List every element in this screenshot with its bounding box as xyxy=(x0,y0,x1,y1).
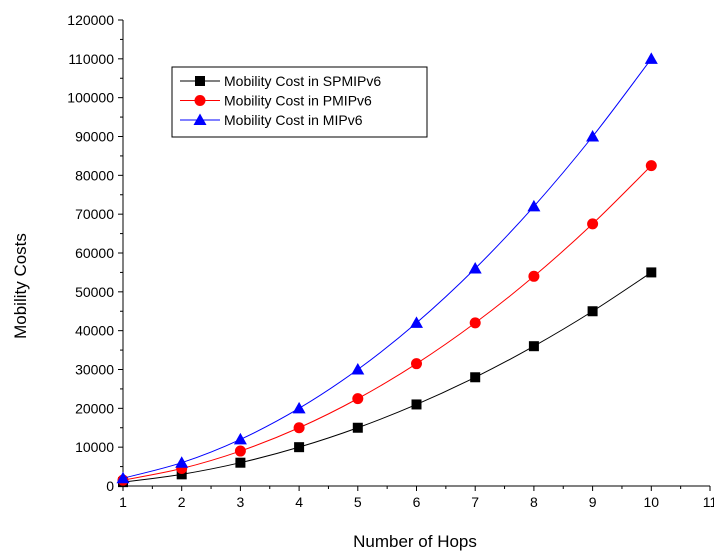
y-tick-label: 10000 xyxy=(75,439,114,455)
y-tick-label: 20000 xyxy=(75,400,114,416)
data-point xyxy=(528,341,539,352)
data-point xyxy=(644,52,658,64)
data-point xyxy=(351,363,365,375)
x-axis-label: Number of Hops xyxy=(353,532,477,551)
y-tick-label: 50000 xyxy=(75,284,114,300)
data-point xyxy=(235,457,246,468)
series-1 xyxy=(118,267,657,488)
y-tick-label: 110000 xyxy=(68,51,114,67)
data-point xyxy=(411,399,422,410)
data-point xyxy=(587,218,599,230)
legend-box xyxy=(171,66,428,138)
data-point xyxy=(293,422,305,434)
legend-label: Mobility Cost in SPMIPv6 xyxy=(224,73,381,89)
series-3 xyxy=(116,52,658,484)
x-tick-label: 3 xyxy=(237,494,245,510)
legend-label: Mobility Cost in PMIPv6 xyxy=(224,93,372,109)
series-line xyxy=(122,272,652,483)
data-point xyxy=(292,401,306,414)
data-point xyxy=(411,358,422,370)
data-point xyxy=(468,262,482,274)
series-line xyxy=(122,165,652,481)
y-tick-label: 90000 xyxy=(75,129,114,145)
x-tick-label: 6 xyxy=(413,494,421,510)
data-point xyxy=(175,456,189,468)
data-point xyxy=(587,306,598,317)
x-tick-label: 11 xyxy=(703,494,714,510)
y-tick-label: 30000 xyxy=(75,362,114,378)
data-point xyxy=(469,317,481,329)
y-tick-label: 70000 xyxy=(75,206,114,222)
series-2 xyxy=(117,160,657,486)
x-tick-label: 5 xyxy=(354,494,362,510)
legend: Mobility Cost in SPMIPv6 Mobility Cost in… xyxy=(171,66,428,138)
axes: 1 2 3 4 5 6 7 8 9 10 11 0 10000 20000 30000 40000 50000 6… xyxy=(67,12,714,510)
y-tick-label: 80000 xyxy=(75,167,114,183)
data-point xyxy=(352,393,364,405)
data-point xyxy=(527,199,541,212)
data-point xyxy=(233,432,247,445)
y-tick-label: 40000 xyxy=(75,323,114,339)
y-tick-label: 100000 xyxy=(67,90,114,106)
data-point xyxy=(646,267,657,278)
y-tick-label: 0 xyxy=(106,478,114,494)
data-point xyxy=(116,471,130,484)
data-point xyxy=(234,445,246,457)
data-point xyxy=(410,316,423,328)
x-tick-label: 2 xyxy=(178,494,186,510)
legend-marker xyxy=(193,113,207,125)
data-point xyxy=(470,372,481,383)
y-tick-label: 60000 xyxy=(75,245,114,261)
data-point xyxy=(294,442,305,453)
x-tick-label: 9 xyxy=(589,494,597,510)
data-point xyxy=(352,422,363,433)
x-tick-label: 4 xyxy=(295,494,303,510)
legend-marker xyxy=(194,95,206,106)
x-tick-label: 1 xyxy=(119,494,127,510)
series-line xyxy=(122,58,652,479)
y-axis-label: Mobility Costs xyxy=(11,233,30,339)
x-tick-label: 8 xyxy=(530,494,538,510)
x-tick-label: 7 xyxy=(471,494,479,510)
data-point xyxy=(528,270,540,282)
legend-label: Mobility Cost in MIPv6 xyxy=(224,112,363,128)
y-tick-label: 120000 xyxy=(67,12,114,28)
series-group xyxy=(116,52,658,488)
data-point xyxy=(645,160,657,172)
legend-marker xyxy=(195,76,205,86)
data-point xyxy=(176,469,187,480)
x-tick-label: 10 xyxy=(644,494,660,510)
data-point xyxy=(586,130,600,142)
